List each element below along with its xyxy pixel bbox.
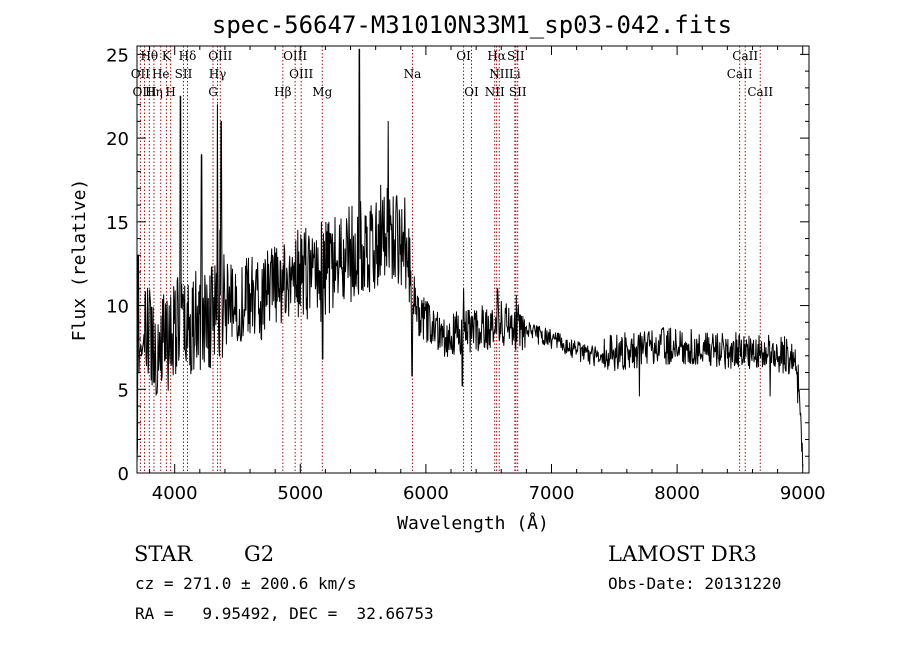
spectral-line-label: G <box>208 85 218 99</box>
spectral-line-label: CaII <box>747 85 773 99</box>
y-tick-label: 15 <box>106 213 129 234</box>
object-subclass: G2 <box>244 542 274 566</box>
x-tick-label: 6000 <box>403 483 449 504</box>
chart-title: spec-56647-M31010N33M1_sp03-042.fits <box>212 11 732 39</box>
spectral-line-label: Mg <box>312 85 332 99</box>
obs-date-readout: Obs-Date: 20131220 <box>608 574 781 593</box>
spectral-line-label: OI <box>464 85 479 99</box>
spectral-line-label: NII <box>489 67 509 81</box>
x-tick-label: 8000 <box>654 483 700 504</box>
y-axis-label: Flux (relative) <box>69 179 90 342</box>
spectral-line-label: Hα <box>487 49 506 63</box>
spectral-line-label: H <box>165 85 175 99</box>
spectral-line-label: K <box>162 49 172 63</box>
y-tick-label: 25 <box>106 45 129 66</box>
spectral-line-label: OI <box>456 49 471 63</box>
redshift-readout: cz = 271.0 ± 200.6 km/s <box>135 574 357 593</box>
spectral-line-label: OIII <box>283 49 307 63</box>
x-tick-label: 9000 <box>780 483 826 504</box>
object-class: STAR <box>134 542 193 566</box>
spectral-line-label: Hβ <box>274 85 291 99</box>
spectrum-line <box>136 48 804 467</box>
spectral-line-label: Li <box>509 67 521 81</box>
spectral-line-label: OIII <box>289 67 313 81</box>
spectral-line-label: NII <box>485 85 505 99</box>
spectral-line-label: Hη <box>145 85 163 99</box>
spectral-line-label: OIII <box>133 85 157 99</box>
axis-ticks: 4000 5000 6000 7000 8000 9000 0 5 10 15 20 25 <box>106 45 826 504</box>
y-tick-label: 10 <box>106 297 129 318</box>
spectral-line-label: Na <box>404 67 422 81</box>
spectral-line-label: Hγ <box>209 67 227 81</box>
spectral-line-label: SII <box>507 49 525 63</box>
survey-label: LAMOST DR3 <box>608 542 757 566</box>
plot-frame <box>136 45 810 474</box>
x-tick-label: 7000 <box>529 483 575 504</box>
spectral-line-label: Hθ <box>140 49 158 63</box>
spectral-line-label: Hδ <box>179 49 197 63</box>
y-tick-label: 5 <box>118 380 129 401</box>
spectral-line-label: SII <box>175 67 193 81</box>
spectral-line-label: OII <box>131 67 151 81</box>
spectral-line-label: SII <box>509 85 527 99</box>
y-tick-label: 20 <box>106 129 129 150</box>
coordinates-readout: RA = 9.95492, DEC = 32.66753 <box>135 604 434 623</box>
spectral-line-label: CaII <box>732 49 758 63</box>
y-tick-label: 0 <box>118 464 129 485</box>
spectral-line-label: OIII <box>208 49 232 63</box>
spectral-line-label: He <box>152 67 170 81</box>
x-axis-label: Wavelength (Å) <box>397 512 549 534</box>
x-tick-label: 5000 <box>277 483 323 504</box>
x-tick-label: 4000 <box>152 483 198 504</box>
spectral-line-label: CaII <box>727 67 753 81</box>
